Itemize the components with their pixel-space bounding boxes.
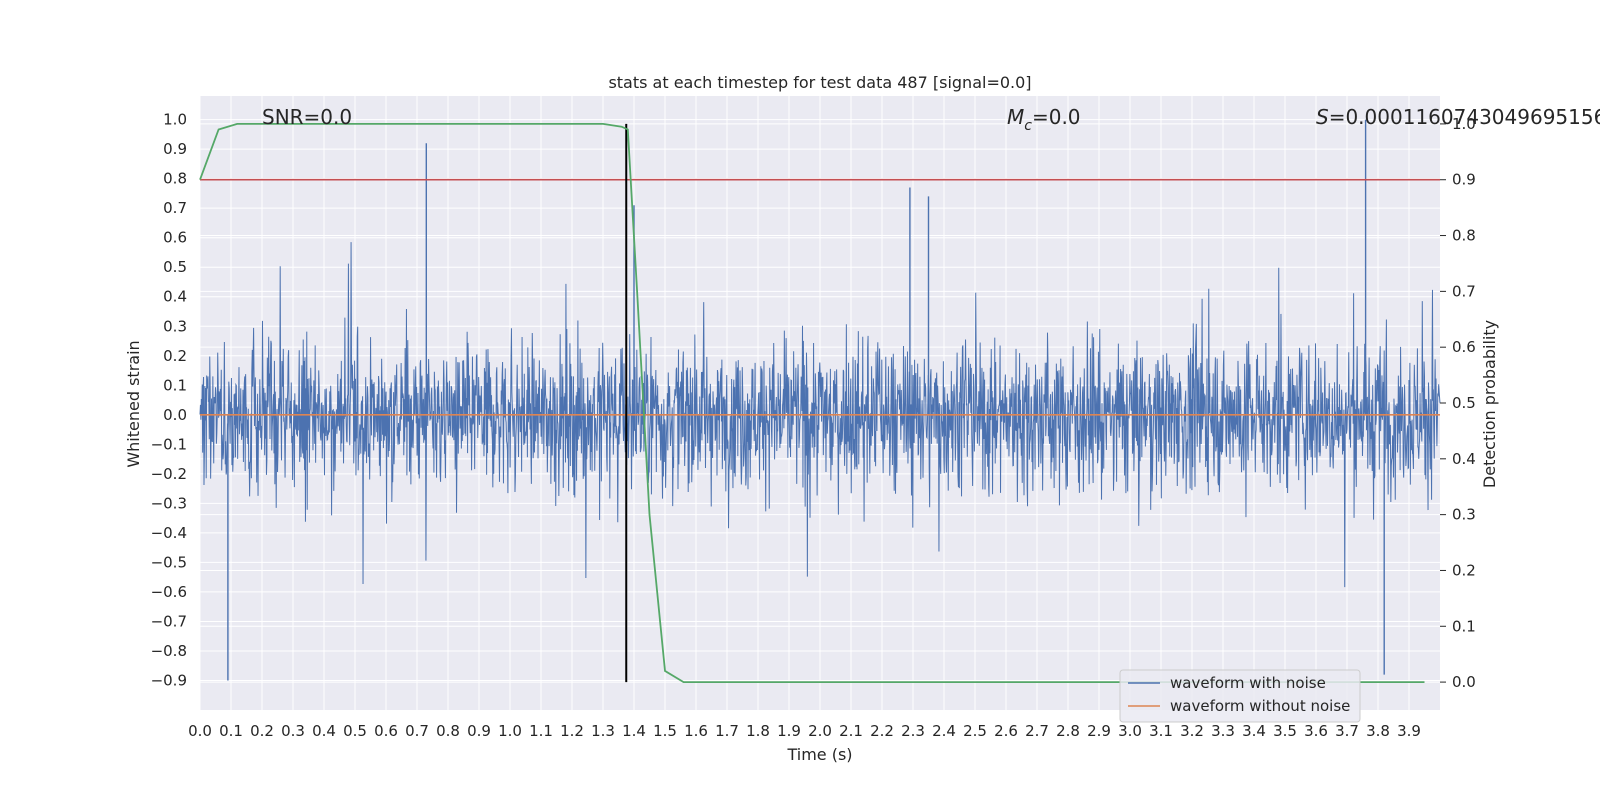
x-tick-label: 3.5 [1273, 722, 1297, 740]
left-tick-label: 0.2 [163, 347, 187, 365]
x-tick-label: 2.7 [1025, 722, 1049, 740]
x-tick-label: 1.2 [560, 722, 584, 740]
left-tick-label: −0.5 [151, 553, 187, 571]
x-tick-label: 1.4 [622, 722, 646, 740]
x-tick-label: 0.4 [312, 722, 336, 740]
right-tick-label: 0.3 [1452, 506, 1476, 524]
x-tick-label: 3.9 [1397, 722, 1421, 740]
left-tick-label: 0.1 [163, 376, 187, 394]
right-tick-label: 0.5 [1452, 394, 1476, 412]
x-tick-label: 2.1 [839, 722, 863, 740]
x-tick-label: 3.3 [1211, 722, 1235, 740]
right-tick-label: 0.1 [1452, 617, 1476, 635]
left-tick-label: 0.0 [163, 406, 187, 424]
left-tick-label: 0.3 [163, 317, 187, 335]
x-tick-label: 1.1 [529, 722, 553, 740]
series-lines [199, 123, 1440, 683]
x-tick-label: 0.9 [467, 722, 491, 740]
chart-title: stats at each timestep for test data 487… [608, 73, 1031, 92]
right-tick-label: 0.9 [1452, 171, 1476, 189]
x-tick-label: 3.1 [1149, 722, 1173, 740]
left-tick-label: −0.4 [151, 524, 187, 542]
left-tick-label: 0.6 [163, 229, 187, 247]
left-tick-label: −0.2 [151, 465, 187, 483]
x-tick-label: 3.7 [1335, 722, 1359, 740]
snr-annotation: SNR=0.0 [262, 105, 352, 129]
right-tick-label: 0.2 [1452, 561, 1476, 579]
s-annotation: S=0.0001160743049695156 [1316, 105, 1600, 129]
x-tick-label: 1.9 [777, 722, 801, 740]
x-tick-label: 2.2 [870, 722, 894, 740]
chirp-mass-annotation: Mc=0.0 [1007, 105, 1081, 134]
x-tick-label: 1.6 [684, 722, 708, 740]
x-tick-label: 3.6 [1304, 722, 1328, 740]
right-tick-label: 0.7 [1452, 282, 1476, 300]
left-tick-label: 0.9 [163, 140, 187, 158]
right-tick-label: 0.8 [1452, 227, 1476, 245]
detection-probability-line [199, 123, 1425, 683]
x-axis-ticks: 0.0 0.1 0.2 0.3 0.4 0.5 0.6 0.7 0.8 0.9 1.0 1.1 1.2 1… [188, 722, 1421, 740]
legend: waveform with noise waveform without noi… [1119, 669, 1361, 723]
x-tick-label: 0.6 [374, 722, 398, 740]
left-tick-label: 1.0 [163, 111, 187, 129]
x-tick-label: 3.2 [1180, 722, 1204, 740]
left-tick-label: −0.1 [151, 435, 187, 453]
waveform-with-noise-series [199, 119, 1441, 681]
x-tick-label: 0.5 [343, 722, 367, 740]
right-tick-label: 0.6 [1452, 338, 1476, 356]
right-axis-ticks: 1.0 0.9 0.8 0.7 0.6 0.5 0.4 0.3 0.2 0.1 0.0 [1440, 115, 1476, 691]
right-tick-label: 0.4 [1452, 450, 1476, 468]
x-tick-label: 0.8 [436, 722, 460, 740]
left-tick-label: −0.6 [151, 583, 187, 601]
x-tick-label: 2.6 [994, 722, 1018, 740]
right-tick-label: 0.0 [1452, 673, 1476, 691]
x-tick-label: 2.8 [1056, 722, 1080, 740]
x-tick-label: 3.8 [1366, 722, 1390, 740]
x-axis-label: Time (s) [786, 745, 852, 764]
x-tick-label: 1.8 [746, 722, 770, 740]
legend-box [1119, 669, 1361, 723]
x-tick-label: 0.7 [405, 722, 429, 740]
x-tick-label: 0.3 [281, 722, 305, 740]
left-tick-label: 0.7 [163, 199, 187, 217]
legend-label-noise: waveform with noise [1170, 674, 1326, 692]
x-tick-label: 0.0 [188, 722, 212, 740]
x-tick-label: 1.7 [715, 722, 739, 740]
x-tick-label: 1.0 [498, 722, 522, 740]
left-tick-label: −0.9 [151, 671, 187, 689]
x-tick-label: 0.1 [219, 722, 243, 740]
left-axis-ticks: 1.0 0.9 0.8 0.7 0.6 0.5 0.4 0.3 0.2 0.1 0.0 −0.1 −0.… [151, 111, 187, 690]
left-tick-label: 0.8 [163, 170, 187, 188]
left-tick-label: −0.3 [151, 494, 187, 512]
waveform-with-noise-line [199, 242, 1441, 588]
legend-label-clean: waveform without noise [1170, 697, 1350, 715]
right-axis-label: Detection probability [1480, 320, 1499, 488]
x-tick-label: 3.4 [1242, 722, 1266, 740]
x-tick-label: 1.5 [653, 722, 677, 740]
x-tick-label: 2.9 [1087, 722, 1111, 740]
left-axis-label: Whitened strain [124, 340, 143, 467]
x-tick-label: 2.3 [901, 722, 925, 740]
x-tick-label: 1.3 [591, 722, 615, 740]
x-tick-label: 3.0 [1118, 722, 1142, 740]
x-tick-label: 2.0 [808, 722, 832, 740]
left-tick-label: 0.4 [163, 288, 187, 306]
x-tick-label: 2.4 [932, 722, 956, 740]
x-tick-label: 0.2 [250, 722, 274, 740]
x-tick-label: 2.5 [963, 722, 987, 740]
left-tick-label: −0.7 [151, 612, 187, 630]
left-tick-label: 0.5 [163, 258, 187, 276]
right-tick-label: 1.0 [1452, 115, 1476, 133]
left-tick-label: −0.8 [151, 642, 187, 660]
